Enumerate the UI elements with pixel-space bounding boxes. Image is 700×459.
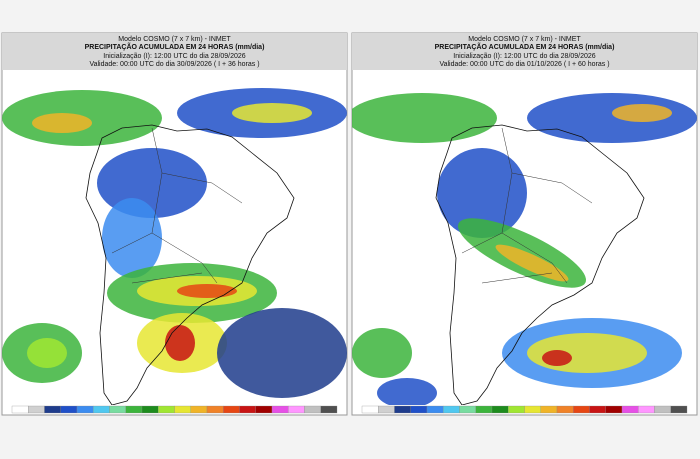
colorbar-cell <box>378 405 395 414</box>
colorbar-cell <box>670 405 688 414</box>
map-area <box>2 88 347 405</box>
precipitation-area <box>102 198 162 278</box>
colorbar-cell <box>271 405 289 414</box>
colorbar-cell <box>491 405 509 414</box>
colorbar-cell <box>605 405 623 414</box>
init-time: Inicialização (I): 12:00 UTC do dia 28/0… <box>453 53 596 60</box>
precipitation-area <box>612 104 672 122</box>
precipitation-area <box>352 328 412 378</box>
precipitation-area <box>27 338 67 368</box>
map-panel: Modelo COSMO (7 x 7 km) - INMETPRECIPITA… <box>351 32 698 416</box>
map-area <box>352 93 697 405</box>
colorbar-cell <box>475 405 493 414</box>
colorbar-cell <box>206 405 224 414</box>
colorbar-cell <box>93 405 110 414</box>
colorbar-cell <box>556 405 574 414</box>
colorbar-cell <box>320 405 338 414</box>
colorbar-cell <box>76 405 94 414</box>
colorbar-cell <box>361 405 379 414</box>
colorbar-cell <box>459 405 476 414</box>
map-title: PRECIPITAÇÃO ACUMULADA EM 24 HORAS (mm/d… <box>435 42 615 51</box>
map-title: PRECIPITAÇÃO ACUMULADA EM 24 HORAS (mm/d… <box>85 42 265 51</box>
precipitation-area <box>542 350 572 366</box>
colorbar-cell <box>410 405 428 414</box>
colorbar-cell <box>621 405 639 414</box>
colorbar-cell <box>109 405 126 414</box>
model-name: Modelo COSMO (7 x 7 km) - INMET <box>468 36 581 43</box>
colorbar-cell <box>190 405 208 414</box>
precipitation-area <box>232 103 312 123</box>
colorbar-cell <box>524 405 541 414</box>
colorbar-cell <box>426 405 444 414</box>
colorbar-cell <box>638 405 655 414</box>
colorbar-cell <box>44 405 61 414</box>
header-band <box>352 33 697 70</box>
colorbar-cell <box>11 405 29 414</box>
init-time: Inicialização (I): 12:00 UTC do dia 28/0… <box>103 53 246 60</box>
precipitation-area <box>527 93 697 143</box>
colorbar-cell <box>443 405 460 414</box>
colorbar-cell <box>125 405 143 414</box>
colorbar-cell <box>573 405 590 414</box>
colorbar-cell <box>288 405 305 414</box>
precipitation-area <box>495 244 569 282</box>
precipitation-area <box>217 308 347 398</box>
colorbar-cell <box>28 405 45 414</box>
precipitation-area <box>177 284 237 298</box>
precipitation-area <box>437 148 527 238</box>
precipitation-area <box>377 378 437 405</box>
valid-time: Validade: 00:00 UTC do dia 01/10/2026 ( … <box>439 61 609 68</box>
colorbar-cell <box>255 405 273 414</box>
model-name: Modelo COSMO (7 x 7 km) - INMET <box>118 36 231 43</box>
map-panel: Modelo COSMO (7 x 7 km) - INMETPRECIPITA… <box>1 32 348 416</box>
colorbar-cell <box>60 405 78 414</box>
borders <box>461 127 593 284</box>
colorbar-cell <box>508 405 525 414</box>
colorbar-cell <box>394 405 411 414</box>
colorbar-cell <box>174 405 191 414</box>
colorbar-cell <box>589 405 606 414</box>
coastline <box>85 124 295 405</box>
colorbar-cell <box>239 405 256 414</box>
colorbar-cell <box>223 405 240 414</box>
valid-time: Validade: 00:00 UTC do dia 30/09/2026 ( … <box>89 61 259 68</box>
colorbar-cell <box>540 405 558 414</box>
precipitation-area <box>32 113 92 133</box>
colorbar-cell <box>158 405 175 414</box>
colorbar-cell <box>654 405 671 414</box>
precipitation-area <box>527 333 647 373</box>
coastline <box>435 124 645 405</box>
precipitation-area <box>352 93 497 143</box>
colorbar-cell <box>141 405 159 414</box>
borders <box>111 127 243 284</box>
precipitation-area <box>165 325 195 361</box>
colorbar-cell <box>304 405 321 414</box>
header-band <box>2 33 347 70</box>
